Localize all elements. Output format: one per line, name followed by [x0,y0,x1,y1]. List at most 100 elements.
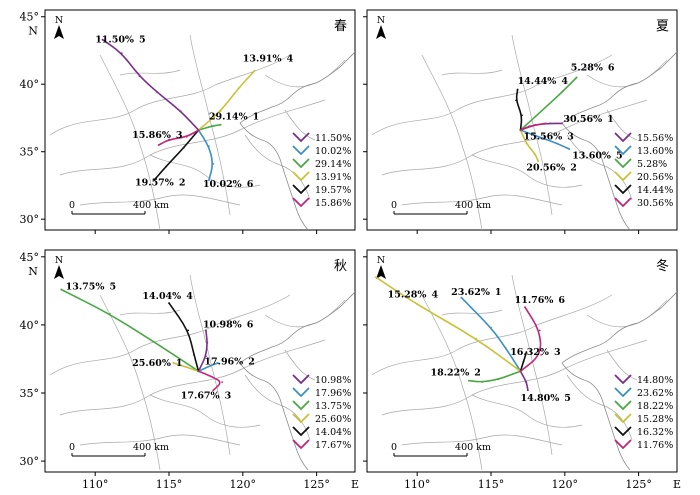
lat-tick-label: 30° [20,455,40,468]
trajectory-point [120,52,123,55]
scale-bar: 0 400 km [391,442,491,457]
trajectory-point [182,146,185,149]
trajectory-label: 23.62% 1 [451,287,501,298]
trajectory-point [185,366,188,369]
legend-swatch [614,145,632,156]
scale-end-label: 400 km [455,442,491,453]
legend-label: 23.62% [637,388,673,399]
trajectory-point [253,69,256,72]
legend-swatch [292,184,310,195]
lon-tick-label: 115° [478,478,505,491]
trajectory-label: 5.28% 6 [571,63,615,74]
legend-swatch [292,145,310,156]
lon-tick-label: 120° [230,478,257,491]
legend-label: 15.56% [637,133,673,144]
trajectory-label: 29.14% 1 [209,111,259,122]
legend-label: 11.50% [315,133,351,144]
lon-tick-label: 125° [625,478,652,491]
trajectory-point [538,329,541,332]
trajectory-group [374,276,543,392]
trajectory-point [528,125,531,127]
trajectory-point [101,38,104,41]
trajectory-label: 15.56% 3 [523,132,573,143]
trajectory-point [219,110,222,113]
trajectory-point [497,378,500,381]
trajectory-line [197,329,208,372]
scale-start-label: 0 [69,442,75,453]
lat-tick-label: 30° [20,213,40,226]
legend-label: 16.32% [637,427,673,438]
trajectory-label: 16.32% 3 [510,347,560,358]
legend-label: 14.44% [637,185,673,196]
scale-start-label: 0 [69,200,75,211]
trajectory-line [519,129,570,150]
trajectory-line [519,122,547,131]
trajectory-point [109,313,111,315]
scale-start-label: 0 [391,442,397,453]
legend-label: 13.91% [315,172,351,183]
legend-label: 14.04% [315,427,351,438]
trajectory-point [525,142,528,145]
trajectory-point [165,165,167,168]
trajectory-point [193,353,195,356]
legend-swatch [614,400,632,411]
trajectory-point [416,303,419,306]
trajectory-label: 30.56% 1 [563,114,613,125]
north-label: N [377,15,385,26]
trajectory-point [522,360,525,363]
trajectory-point [60,288,63,291]
scale-end-label: 400 km [133,442,169,453]
trajectory-point [519,129,522,132]
trajectory-group [60,288,224,392]
trajectory-point [221,381,224,384]
legend-swatch [292,400,310,411]
trajectory-line [515,88,523,131]
trajectory-point [560,122,563,125]
trajectory-label: 17.96% 2 [204,356,254,367]
lat-tick-label: 45° [20,11,40,24]
legend: 11.50% 10.02% 29.14% 13.91% 19.57% 15.86% [292,132,351,209]
trajectory-point [157,144,160,146]
trajectory-point [185,135,188,138]
lat-unit-label: N [28,25,38,38]
trajectory-point [179,110,182,113]
legend-swatch [614,413,632,424]
trajectory-point [490,326,492,329]
panel-frame [44,249,356,473]
lat-tick-label: 45° [20,251,40,264]
lat-tick-label: 35° [20,387,40,400]
trajectory-label: 15.86% 3 [132,130,182,141]
legend-swatch [614,387,632,398]
season-label: 冬 [656,258,669,274]
trajectory-label: 15.28% 4 [388,290,439,301]
trajectory-label: 14.80% 5 [521,393,571,404]
lat-tick-label: 40° [20,78,40,91]
lon-unit-label: E [673,478,681,491]
trajectory-line [197,129,213,181]
trajectory-point [540,353,543,356]
legend-swatch [614,184,632,195]
lon-tick-label: 110° [82,478,109,491]
trajectory-point [172,362,175,364]
trajectory-line [519,129,539,162]
trajectory-point [525,381,528,384]
legend-label: 18.22% [637,401,673,412]
north-arrow-icon: N [54,255,64,279]
trajectory-point [210,375,213,378]
legend-label: 19.57% [315,185,351,196]
trajectory-label: 13.60% 5 [572,150,622,161]
legend-swatch [614,158,632,169]
trajectory-label: 13.75% 5 [66,281,116,292]
scale-end-label: 400 km [133,200,169,211]
legend-label: 13.60% [637,146,673,157]
trajectory-point [549,122,551,125]
trajectory-point [534,153,537,156]
trajectory-line [168,302,200,372]
legend-swatch [614,197,632,208]
legend-label: 20.56% [637,172,673,183]
lat-tick-label: 35° [20,146,40,159]
legend-label: 13.75% [315,401,351,412]
trajectory-line [519,306,542,372]
map-panel-2: 夏 N 0 400 km 30.56% 1 13.60% 5 5.28% 6 20.56% 2 14.4… [363,9,678,234]
